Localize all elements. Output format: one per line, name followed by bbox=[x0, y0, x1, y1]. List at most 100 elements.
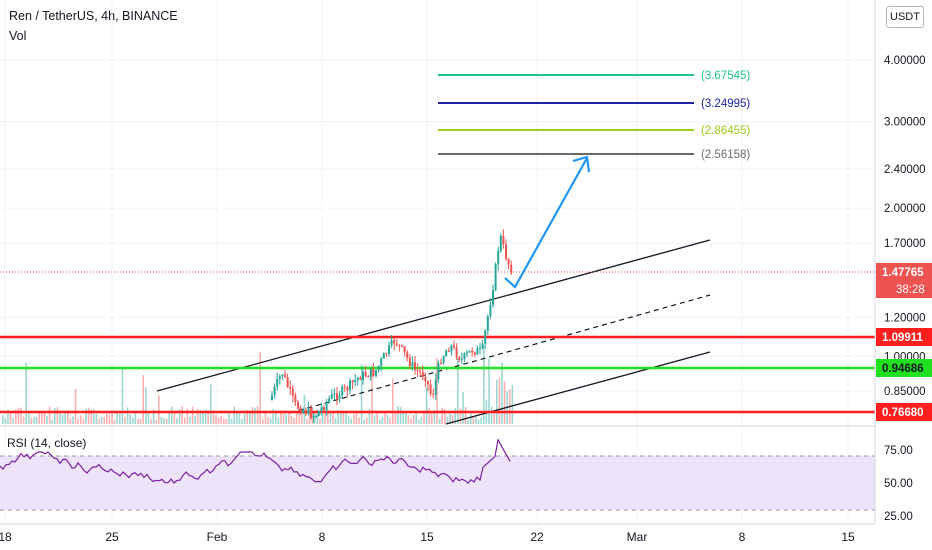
volume-bar bbox=[441, 407, 443, 424]
time-tick-label: 8 bbox=[739, 530, 746, 544]
volume-bar bbox=[511, 385, 514, 424]
candle-body bbox=[408, 357, 411, 367]
candle-body bbox=[333, 393, 336, 395]
volume-bar bbox=[220, 416, 222, 424]
volume-bar bbox=[212, 413, 215, 424]
volume-bar bbox=[498, 377, 501, 424]
level-label-bg bbox=[876, 403, 932, 421]
volume-bar bbox=[251, 407, 254, 424]
volume-bar bbox=[415, 412, 417, 424]
volume-bar bbox=[410, 418, 412, 424]
candle-body bbox=[447, 350, 450, 352]
countdown-label: 38:28 bbox=[896, 284, 925, 296]
candle-body bbox=[369, 368, 372, 378]
volume-bar bbox=[389, 418, 391, 424]
volume-bar bbox=[116, 412, 118, 424]
currency-button[interactable]: USDT bbox=[886, 6, 924, 28]
channel-mid-line bbox=[289, 294, 711, 414]
volume-bar bbox=[111, 413, 113, 424]
candle-body bbox=[382, 353, 385, 359]
candle-body bbox=[278, 376, 281, 379]
volume-bar bbox=[67, 410, 69, 424]
candle-body bbox=[341, 386, 344, 396]
volume-bar bbox=[61, 414, 64, 424]
candle-body bbox=[416, 369, 419, 371]
volume-bar bbox=[277, 417, 280, 424]
volume-bar bbox=[288, 412, 290, 424]
current-price-label-bg bbox=[876, 263, 932, 298]
volume-bar bbox=[334, 418, 337, 424]
price-tick-label: 0.85000 bbox=[884, 386, 926, 398]
volume-bar bbox=[33, 416, 35, 424]
volume-bar bbox=[412, 415, 415, 424]
volume-bar bbox=[327, 409, 329, 424]
volume-bar bbox=[254, 407, 256, 424]
candle-body bbox=[476, 348, 479, 355]
rsi-tick-label: 75.00 bbox=[884, 445, 913, 457]
volume-bar bbox=[462, 392, 464, 424]
volume-bar bbox=[147, 411, 150, 424]
volume-bar bbox=[30, 417, 33, 424]
rsi-tick-label: 25.00 bbox=[884, 511, 913, 523]
volume-bar bbox=[262, 419, 264, 424]
volume-bar bbox=[295, 411, 298, 424]
volume-bar bbox=[210, 384, 212, 424]
candle-body bbox=[466, 352, 468, 354]
volume-bar bbox=[399, 407, 402, 424]
volume-bar bbox=[340, 410, 342, 424]
candle-body bbox=[473, 352, 476, 355]
volume-bar bbox=[228, 411, 230, 424]
candle-body bbox=[372, 368, 375, 376]
volume-bar bbox=[483, 346, 485, 424]
volume-bar bbox=[316, 409, 319, 424]
candle-body bbox=[403, 346, 406, 353]
volume-bar bbox=[464, 407, 467, 424]
volume-bar bbox=[7, 409, 9, 424]
candle-body bbox=[317, 410, 320, 417]
volume-bar bbox=[106, 413, 108, 424]
volume-bar bbox=[303, 394, 306, 424]
rsi-label: RSI (14, close) bbox=[7, 436, 87, 450]
time-axis[interactable]: 18 25 Feb 8 15 22 Mar 8 15 bbox=[0, 523, 875, 544]
candle-body bbox=[328, 398, 331, 403]
volume-bar bbox=[100, 416, 103, 424]
volume-bar bbox=[280, 410, 282, 424]
candle-body bbox=[362, 371, 364, 380]
candle-body bbox=[484, 330, 487, 344]
candle-body bbox=[356, 377, 359, 381]
volume-bar bbox=[64, 411, 66, 424]
volume-bar bbox=[329, 411, 332, 424]
volume-bar bbox=[207, 410, 209, 424]
volume-bar bbox=[345, 412, 347, 424]
volume-bar bbox=[82, 418, 85, 424]
volume-bar bbox=[241, 419, 243, 424]
candle-body bbox=[276, 378, 279, 387]
candle-body bbox=[421, 371, 424, 377]
volume-bar bbox=[132, 417, 134, 424]
volume-bar bbox=[480, 417, 482, 424]
volume-bar bbox=[373, 415, 376, 424]
volume-bar bbox=[77, 418, 79, 424]
volume-bar bbox=[98, 418, 100, 424]
candle-body bbox=[367, 376, 370, 378]
candle-body bbox=[291, 388, 294, 396]
target-levels: (3.67545) (3.24995) (2.86455) (2.56158) bbox=[438, 70, 750, 161]
volume-bar bbox=[2, 415, 4, 424]
volume-bar bbox=[238, 412, 241, 424]
price-tick-label: 2.40000 bbox=[884, 164, 926, 176]
volume-bar bbox=[347, 415, 350, 424]
candle-body bbox=[479, 347, 481, 349]
candle-body bbox=[375, 370, 377, 376]
volume-bar bbox=[436, 357, 438, 424]
volume-bar bbox=[311, 407, 313, 424]
volume-bar bbox=[113, 419, 116, 424]
volume-bar bbox=[22, 416, 25, 424]
volume-bar bbox=[496, 379, 498, 424]
volume-bar bbox=[405, 410, 407, 424]
volume-bar bbox=[371, 365, 373, 424]
candle-body bbox=[286, 376, 289, 387]
volume-bar bbox=[124, 416, 126, 424]
candle-body bbox=[440, 363, 442, 365]
candle-body bbox=[481, 343, 484, 348]
